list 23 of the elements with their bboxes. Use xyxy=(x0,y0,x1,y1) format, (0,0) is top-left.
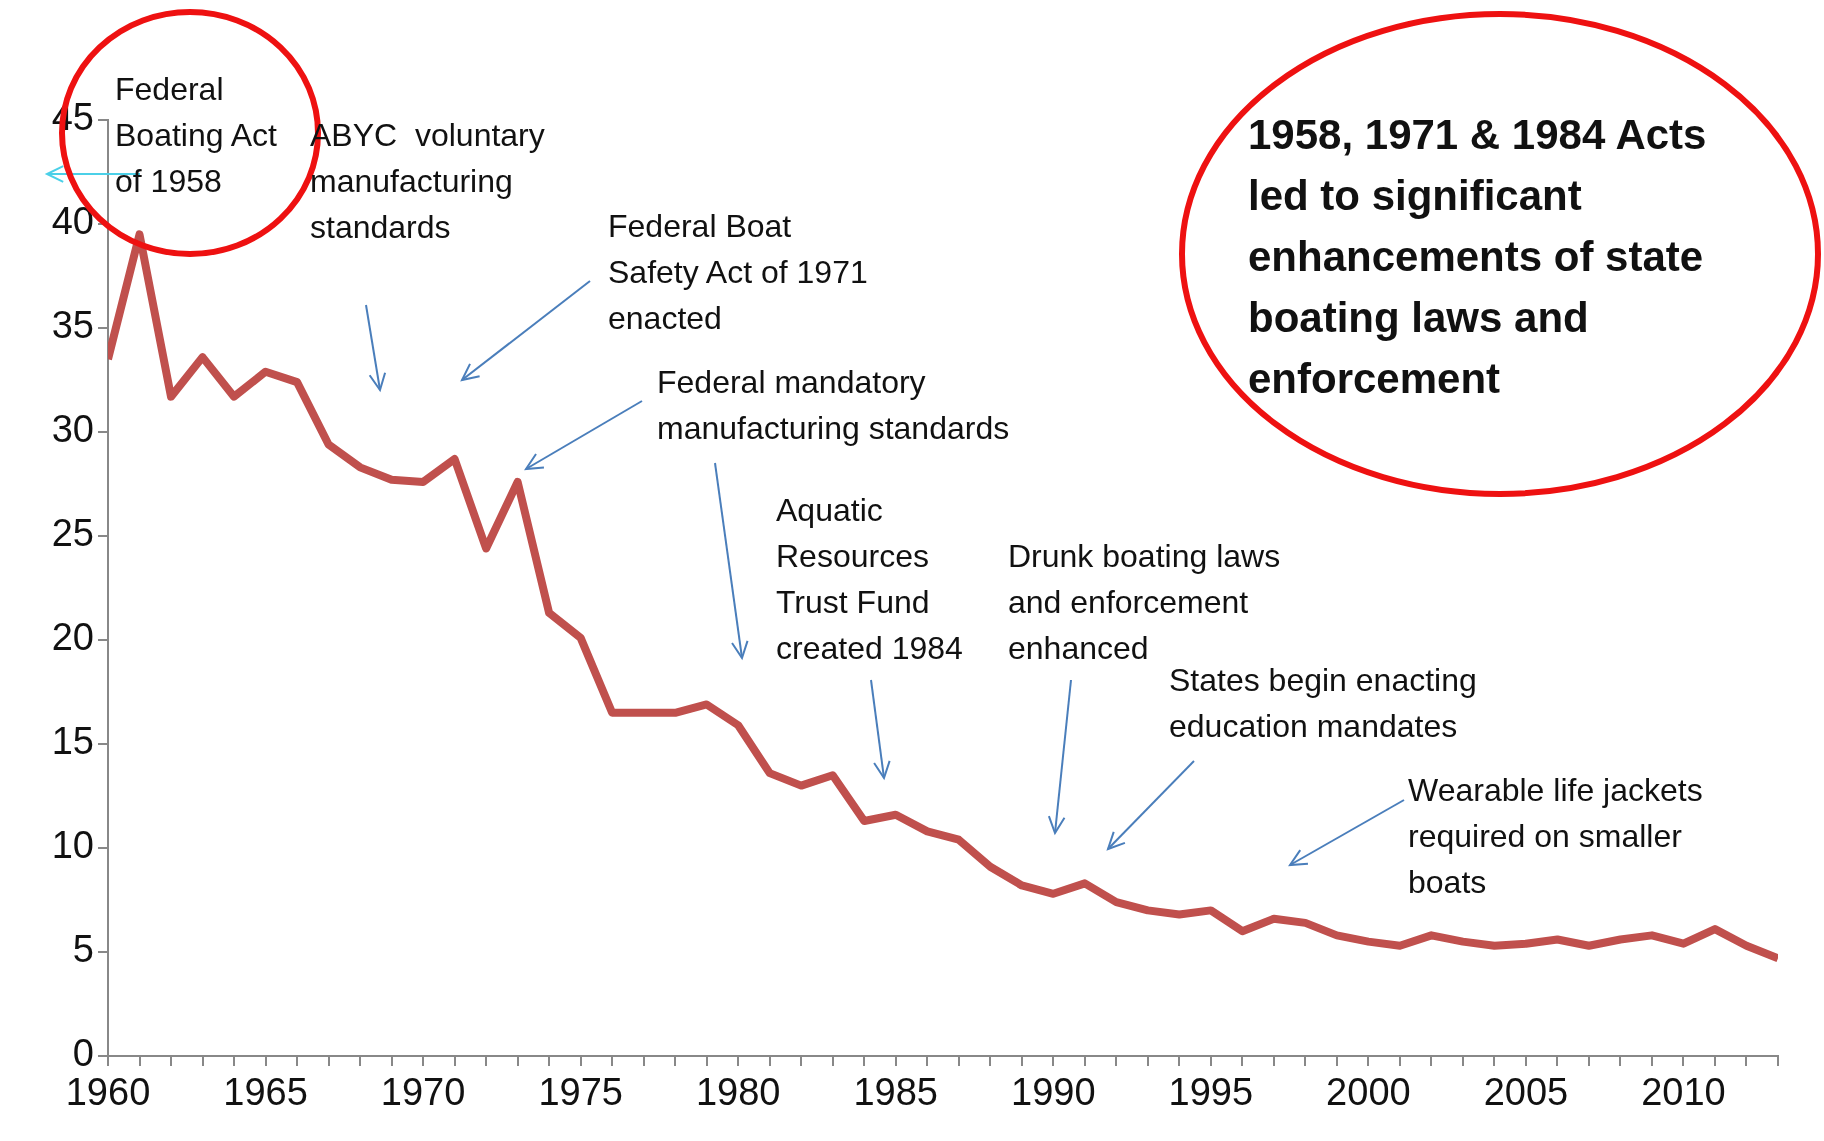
x-tick-label: 1970 xyxy=(380,1071,466,1114)
x-tick-label: 1990 xyxy=(1011,1071,1096,1114)
x-tick-label: 1995 xyxy=(1168,1071,1254,1114)
y-tick-label: 40 xyxy=(51,200,94,243)
y-tick-label: 20 xyxy=(51,616,94,659)
annotation: Wearable life jackets required on smaller boats xyxy=(1408,771,1703,902)
y-tick-label: 25 xyxy=(51,512,94,555)
x-tick-label: 2010 xyxy=(1641,1071,1726,1114)
annotation: Federal Boat Safety Act of 1971 enacted xyxy=(608,207,868,338)
y-tick-label: 5 xyxy=(72,928,94,971)
annotation: 1958, 1971 & 1984 Acts led to significant enhancements of state boating laws and enforcement xyxy=(1248,110,1707,404)
annotation: Aquatic Resources Trust Fund created 1984 xyxy=(776,491,963,668)
y-tick-label: 35 xyxy=(51,304,94,347)
x-tick-label: 1965 xyxy=(223,1071,308,1114)
y-tick-label: 10 xyxy=(51,824,94,867)
y-tick-label: 30 xyxy=(51,408,94,451)
x-tick-label: 1980 xyxy=(695,1071,781,1114)
x-tick-label: 1985 xyxy=(853,1071,939,1114)
y-tick-label: 15 xyxy=(51,720,94,763)
x-tick-label: 2000 xyxy=(1326,1071,1411,1114)
annotation: Federal mandatory manufacturing standards xyxy=(657,363,1010,448)
x-tick-label: 2005 xyxy=(1483,1071,1569,1114)
x-tick-label: 1975 xyxy=(538,1071,623,1114)
